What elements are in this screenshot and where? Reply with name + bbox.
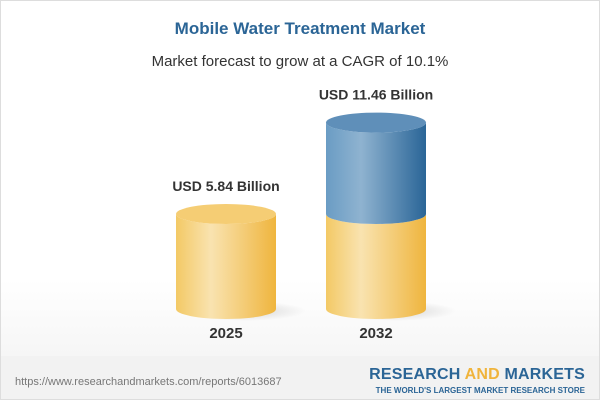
brand-text-and: AND	[464, 366, 500, 383]
bar-2025-base	[176, 214, 276, 319]
category-label: 2032	[359, 325, 392, 342]
chart-title: Mobile Water Treatment Market	[174, 19, 426, 38]
category-label: 2025	[209, 325, 242, 342]
bar-top	[176, 204, 276, 224]
brand-tagline: THE WORLD'S LARGEST MARKET RESEARCH STOR…	[375, 386, 585, 395]
brand-text-markets: MARKETS	[499, 366, 585, 383]
chart-subtitle: Market forecast to grow at a CAGR of 10.…	[151, 53, 449, 70]
brand-logo: RESEARCH AND MARKETS THE WORLD'S LARGEST…	[369, 366, 585, 395]
brand-text: RESEARCH	[369, 366, 465, 383]
footer: https://www.researchandmarkets.com/repor…	[1, 356, 599, 399]
bar-top	[326, 112, 426, 133]
data-label: USD 11.46 Billion	[319, 87, 433, 103]
data-label: USD 5.84 Billion	[172, 178, 279, 194]
bar-2032-growth	[326, 122, 426, 224]
source-url[interactable]: https://www.researchandmarkets.com/repor…	[15, 376, 282, 388]
bar-2032-base	[326, 214, 426, 319]
